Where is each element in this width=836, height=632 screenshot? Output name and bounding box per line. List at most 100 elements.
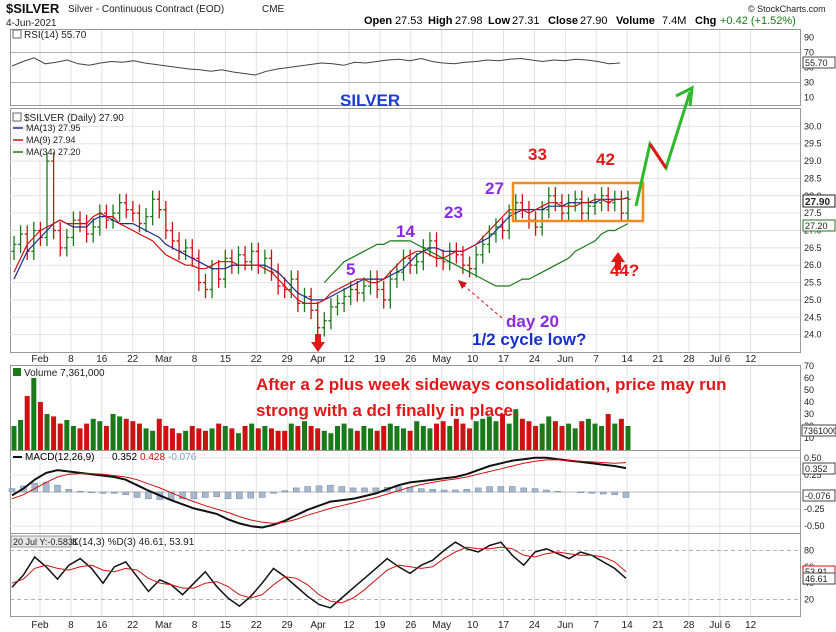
rsi-tick-label: 90 xyxy=(804,33,814,43)
volume-bar xyxy=(77,428,83,450)
price-tick-label: 29.5 xyxy=(804,139,822,149)
volume-bar xyxy=(242,426,248,450)
high-label: High xyxy=(428,15,453,27)
macd-histogram-bar xyxy=(8,488,16,493)
macd-histogram-bar xyxy=(76,491,84,493)
volume-bar xyxy=(566,423,572,450)
volume-bar xyxy=(354,430,360,450)
macd-legend-v2: 0.428 xyxy=(140,452,165,463)
volume-bar xyxy=(447,426,453,450)
x-tick-label-bottom: 8 xyxy=(192,620,198,631)
price-tick-label: 28.5 xyxy=(804,173,822,183)
macd-histogram-bar xyxy=(224,491,232,500)
volume-bar xyxy=(381,426,387,450)
x-tick-label: 10 xyxy=(467,354,479,365)
annotation-comment-line1: After a 2 plus week sideways consolidati… xyxy=(256,375,727,394)
volume-bar xyxy=(579,421,585,450)
macd-histogram-bar xyxy=(88,491,95,493)
macd-histogram-bar xyxy=(31,482,38,493)
x-tick-label-bottom: Jul 6 xyxy=(709,620,731,631)
macd-histogram-bar xyxy=(111,491,118,494)
volume-bar xyxy=(209,428,215,450)
macd-histogram-bar xyxy=(315,485,323,493)
chg-value: +0.42 (+1.52%) xyxy=(720,15,796,27)
x-tick-label-bottom: 14 xyxy=(622,620,634,631)
low-value: 27.31 xyxy=(512,15,540,27)
x-tick-label-bottom: 10 xyxy=(467,620,479,631)
volume-bar xyxy=(18,420,24,450)
day20-arrow-line xyxy=(461,283,503,319)
macd-histogram-bar xyxy=(213,491,220,498)
macd-histogram-bar xyxy=(509,486,516,493)
macd-histogram-bar xyxy=(463,489,471,493)
x-tick-label-bottom: 22 xyxy=(127,620,139,631)
chart-date: 4-Jun-2021 xyxy=(6,18,57,29)
volume-bar xyxy=(480,418,486,450)
stoch-series xyxy=(11,541,627,609)
macd-tick-label: 0.25 xyxy=(804,470,822,480)
x-tick-label-bottom: 12 xyxy=(343,620,355,631)
x-tick-label: 8 xyxy=(68,354,74,365)
x-tick-label-bottom: 22 xyxy=(251,620,263,631)
stoch-d-line xyxy=(11,546,627,604)
macd-histogram-bar xyxy=(179,491,186,500)
price-tick-label: 26.0 xyxy=(804,260,822,270)
x-tick-label-bottom: 15 xyxy=(220,620,232,631)
macd-histogram-bar xyxy=(429,489,436,493)
macd-histogram-bar xyxy=(236,491,243,500)
x-tick-label: 21 xyxy=(652,354,664,365)
volume-bar xyxy=(513,409,519,450)
rsi-tag xyxy=(802,56,836,69)
volume-bar xyxy=(605,414,611,450)
volume-bar xyxy=(473,421,479,450)
x-tick-label: 16 xyxy=(96,354,108,365)
macd-histogram-bar xyxy=(202,491,209,498)
rsi-line xyxy=(11,57,621,76)
volume-bar xyxy=(519,418,525,450)
annotation-5: 5 xyxy=(346,260,355,279)
price-tick-label: 30.0 xyxy=(804,121,822,131)
volume-bar xyxy=(57,423,63,450)
forecast-arrow-head xyxy=(675,85,694,107)
x-tick-label: 7 xyxy=(593,354,599,365)
volume-bar xyxy=(196,428,202,450)
x-tick-label: 24 xyxy=(529,354,541,365)
x-tick-label: 14 xyxy=(622,354,634,365)
rsi-series xyxy=(11,57,621,76)
volume-bar xyxy=(24,396,30,450)
macd-legend: MACD(12,26,9) 0.352 0.428 -0.076 xyxy=(13,452,197,463)
macd-tag-2 xyxy=(802,489,836,502)
volume-bar xyxy=(183,430,189,450)
volume-bar xyxy=(70,426,76,450)
low-arrow-april xyxy=(311,334,325,352)
macd-histogram-bar xyxy=(361,487,368,493)
macd-legend-v1: 0.352 xyxy=(112,452,137,463)
volume-bar xyxy=(255,428,261,450)
volume-bar xyxy=(348,428,354,450)
chg-label: Chg xyxy=(695,15,716,27)
stoch-tag-2 xyxy=(802,572,836,585)
low-arrow-june xyxy=(611,252,625,270)
x-tick-label-bottom: 7 xyxy=(593,620,599,631)
volume-tick-label: 40 xyxy=(804,397,814,407)
volume-bar xyxy=(341,423,347,450)
volume-bar xyxy=(136,423,142,450)
volume-bar xyxy=(282,430,288,450)
volume-bar xyxy=(143,428,149,450)
volume-bar xyxy=(103,426,109,450)
price-tick-label: 29.0 xyxy=(804,156,822,166)
x-tick-label-bottom: 24 xyxy=(529,620,541,631)
rsi-tick-label: 70 xyxy=(804,48,814,58)
macd-histogram-bar xyxy=(554,491,562,493)
volume-tick-label: 50 xyxy=(804,385,814,395)
rsi-panel xyxy=(10,29,801,106)
volume-bar xyxy=(572,428,578,450)
volume-bar xyxy=(123,418,129,450)
macd-signal-line xyxy=(11,459,627,524)
volume-bar xyxy=(295,426,301,450)
volume-bar xyxy=(467,428,473,450)
x-tick-label-bottom: 12 xyxy=(745,620,757,631)
volume-bar xyxy=(110,414,116,450)
volume-bar xyxy=(189,426,195,450)
x-tick-label: Jul 6 xyxy=(709,354,731,365)
